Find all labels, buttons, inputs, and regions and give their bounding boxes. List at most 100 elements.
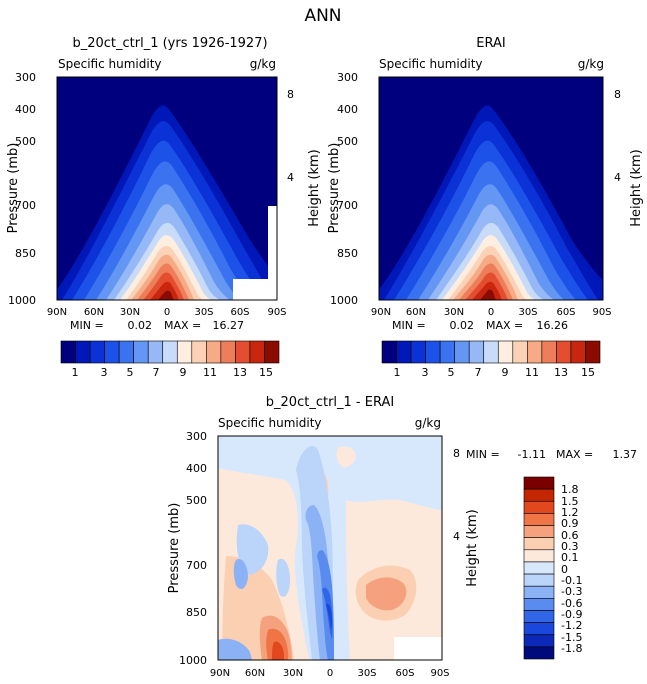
panel-units: g/kg (415, 416, 441, 430)
y-axis-label: Pressure (mb) (327, 143, 342, 234)
colorbar-label: -1.5 (561, 631, 582, 644)
max-value: 1.37 (613, 448, 638, 461)
panel-units: g/kg (578, 57, 604, 71)
panel-title: b_20ct_ctrl_1 - ERAI (266, 395, 394, 410)
height-tick-label: 8 (453, 447, 460, 460)
min-value: 0.02 (128, 319, 153, 332)
colorbar-label: 1.5 (561, 495, 579, 508)
colorbar-label: 5 (448, 366, 455, 379)
colorbar-label: -1.8 (561, 642, 582, 655)
height-tick-label: 8 (614, 88, 621, 101)
colorbar-swatch (523, 537, 555, 551)
colorbar-swatch (220, 340, 236, 364)
panel-title: b_20ct_ctrl_1 (yrs 1926-1927) (72, 36, 267, 51)
plot-frame (378, 76, 604, 301)
colorbar-label: 11 (525, 366, 539, 379)
colorbar-swatch (523, 549, 555, 563)
x-tick-label: 60S (395, 668, 414, 679)
y-tick-label: 300 (15, 71, 36, 84)
colorbar-swatch (147, 340, 164, 364)
colorbar-swatch (523, 622, 555, 636)
y-tick-label: 400 (186, 462, 207, 475)
y-tick-label: 300 (337, 71, 358, 84)
min-value: -1.11 (518, 448, 546, 461)
x-tick-label: 60S (230, 307, 249, 318)
y-ticks: 300 400 500 700 850 1000 (179, 430, 207, 667)
y-tick-label: 300 (186, 430, 207, 443)
colorbar-swatch (89, 340, 105, 364)
max-label: MAX = (486, 319, 523, 332)
colorbar-swatch (523, 561, 555, 575)
x-ticks: 90N 60N 30N 0 30S 60S 90S (371, 307, 612, 318)
colorbar-swatch (60, 340, 76, 364)
colorbar-label: 1.2 (561, 506, 579, 519)
colorbar-swatch (249, 340, 265, 364)
contour-band (276, 558, 290, 597)
contour-band (480, 289, 496, 300)
panel-subtitle: Specific humidity (379, 57, 483, 71)
y-axis-label: Pressure (mb) (167, 503, 182, 594)
panel-units: g/kg (250, 57, 276, 71)
colorbar-swatch (570, 340, 586, 364)
colorbar-label: 3 (101, 366, 108, 379)
colorbar-swatch (396, 340, 412, 364)
colorbar-swatch (523, 585, 555, 599)
x-tick-label: 90S (592, 307, 611, 318)
plot-frame (217, 435, 443, 661)
colorbar-swatch (541, 340, 557, 364)
contour-band (236, 524, 269, 575)
colorbar-swatch (523, 476, 555, 490)
colorbar-swatch (523, 573, 555, 587)
x-tick-label: 0 (327, 668, 333, 679)
colorbar-swatch (512, 340, 528, 364)
contour-band (317, 550, 334, 660)
colorbar-label: 1 (72, 366, 79, 379)
min-max-readout: MIN = 0.02 MAX = 16.26 (392, 319, 568, 332)
colorbar-swatch (235, 340, 251, 364)
min-value: 0.02 (450, 319, 475, 332)
missing-data-mask (233, 279, 277, 300)
y-ticks: 300 400 500 700 850 1000 (330, 71, 358, 307)
contour-field (218, 436, 442, 660)
y-tick-label: 500 (186, 494, 207, 507)
y2-ticks: 8 4 (287, 88, 294, 184)
y-tick-label: 850 (15, 247, 36, 260)
y-tick-label: 700 (186, 559, 207, 572)
colorbar-swatch (523, 646, 555, 660)
colorbar-swatch (556, 340, 572, 364)
colorbar-label: 0.1 (561, 551, 579, 564)
x-tick-label: 90N (371, 307, 391, 318)
colorbar-label: 0.6 (561, 529, 579, 542)
contour-field (379, 77, 603, 300)
colorbar-label: 7 (475, 366, 482, 379)
colorbar-swatch (523, 525, 555, 538)
colorbar-labels: 1 3 5 7 9 11 13 15 (72, 366, 274, 379)
x-tick-label: 90N (210, 668, 230, 679)
colorbar-swatch (454, 340, 470, 364)
y-tick-label: 400 (15, 103, 36, 116)
contour-band (322, 587, 333, 640)
x-tick-label: 60N (245, 668, 265, 679)
colorbar-diff-labels: 1.8 1.5 1.2 0.9 0.6 0.3 0.1 0 -0.1 -0.3 … (561, 483, 582, 655)
colorbar-swatch (410, 340, 426, 364)
y-tick-label: 500 (15, 135, 36, 148)
x-tick-label: 30S (194, 307, 213, 318)
plot-frame (56, 76, 278, 301)
x-tick-label: 30N (283, 668, 303, 679)
x-tick-label: 30S (357, 668, 376, 679)
y-tick-label: 700 (15, 199, 36, 212)
colorbar-label: -0.3 (561, 585, 582, 598)
y-tick-label: 500 (337, 135, 358, 148)
colorbar-swatch (523, 500, 555, 514)
y-axis-label: Pressure (mb) (6, 143, 21, 234)
colorbar-label: -0.1 (561, 574, 582, 587)
colorbar-swatch (523, 513, 555, 526)
y2-axis-label: Height (km) (465, 509, 480, 586)
colorbar-abs-right (381, 340, 601, 364)
x-tick-label: 60N (406, 307, 426, 318)
colorbar-swatch (381, 340, 397, 364)
colorbar-label: 5 (127, 366, 134, 379)
x-tick-label: 60S (556, 307, 575, 318)
x-tick-label: 90S (267, 307, 286, 318)
y-ticks: 300 400 500 700 850 1000 (8, 71, 36, 307)
